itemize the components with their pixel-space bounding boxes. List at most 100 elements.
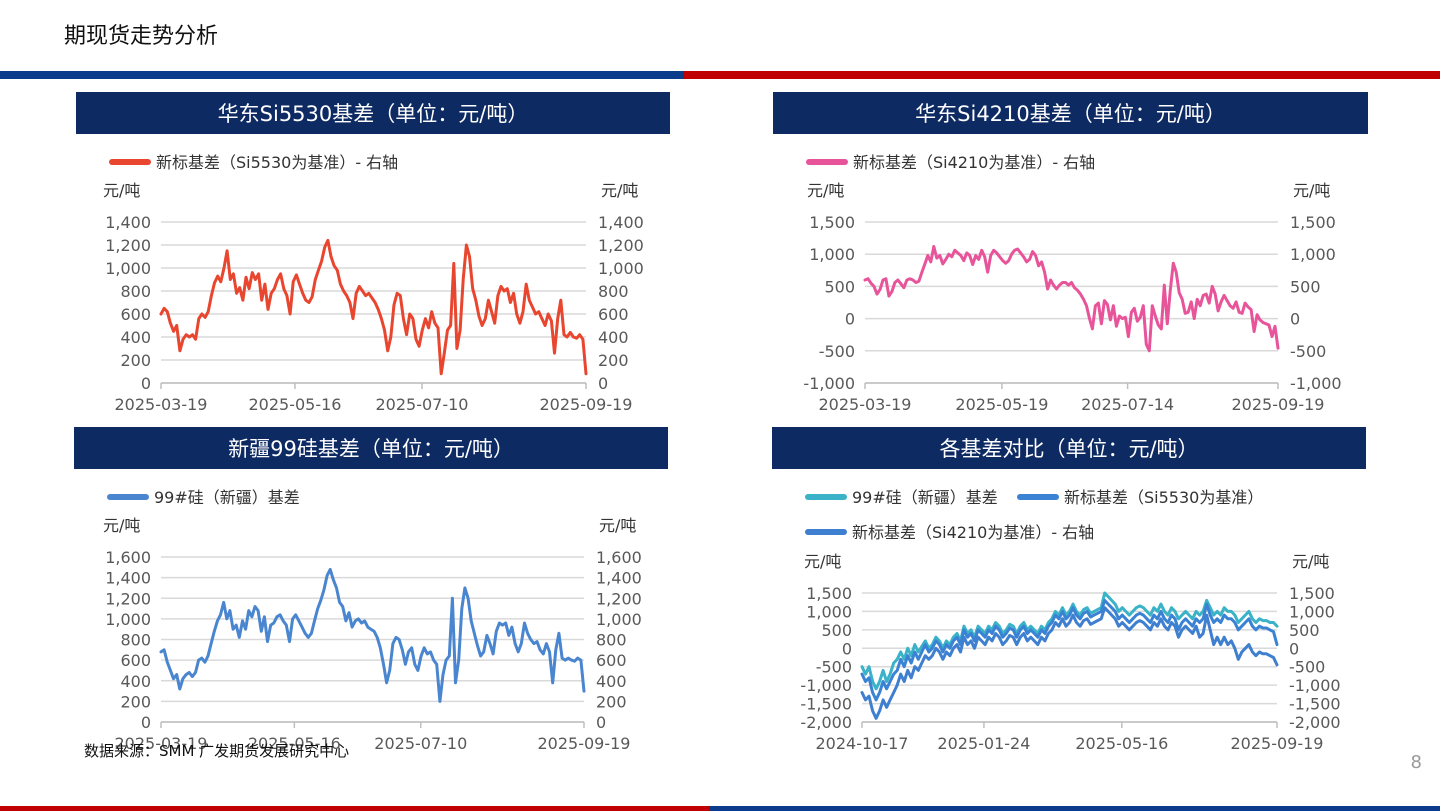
xtick-label-0-3: 2025-09-19 bbox=[540, 395, 633, 414]
ytick-right-2-7: 1,400 bbox=[596, 569, 642, 588]
ytick-left-0-7: 1,400 bbox=[105, 213, 151, 232]
xtick-label-2-3: 2025-09-19 bbox=[538, 734, 631, 753]
ytick-right-3-1: -1,500 bbox=[1289, 695, 1341, 714]
unit-label-left-3: 元/吨 bbox=[804, 552, 841, 571]
xtick-label-1-2: 2025-07-14 bbox=[1081, 395, 1174, 414]
ytick-right-0-3: 600 bbox=[598, 305, 629, 324]
xtick-label-1-3: 2025-09-19 bbox=[1232, 395, 1325, 414]
unit-label-left-2: 元/吨 bbox=[103, 516, 140, 535]
ytick-left-1-2: 0 bbox=[845, 310, 855, 329]
chart-basis-comparison: 99#硅（新疆）基差 新标基差（Si5530为基准） 新标基差（Si4210为基准）… bbox=[800, 488, 1341, 753]
ytick-right-1-2: 0 bbox=[1290, 310, 1300, 329]
legend-label-2-0: 99#硅（新疆）基差 bbox=[154, 488, 300, 507]
ytick-left-2-6: 1,200 bbox=[105, 589, 151, 608]
xtick-label-0-2: 2025-07-10 bbox=[376, 395, 469, 414]
ytick-left-0-0: 0 bbox=[141, 374, 151, 393]
series-line-3-0 bbox=[860, 591, 1279, 691]
ytick-right-2-1: 200 bbox=[596, 692, 627, 711]
bottom-accent-bar-blue bbox=[710, 806, 1440, 811]
ytick-right-1-1: -500 bbox=[1290, 342, 1326, 361]
xtick-label-0-0: 2025-03-19 bbox=[115, 395, 208, 414]
ytick-right-0-4: 800 bbox=[598, 282, 629, 301]
top-accent-bar-red bbox=[684, 71, 1440, 79]
chart-si4210-basis: 新标基差（Si4210为基准）- 右轴元/吨 元/吨 -1,000 -1,000 -50… bbox=[803, 153, 1342, 414]
ytick-right-0-5: 1,000 bbox=[598, 259, 644, 278]
ytick-left-0-3: 600 bbox=[120, 305, 151, 324]
ytick-right-2-6: 1,200 bbox=[596, 589, 642, 608]
legend-label-0-0: 新标基差（Si5530为基准）- 右轴 bbox=[156, 153, 398, 172]
ytick-left-0-2: 400 bbox=[120, 328, 151, 347]
ytick-right-2-5: 1,000 bbox=[596, 610, 642, 629]
unit-label-right-1: 元/吨 bbox=[1293, 181, 1330, 200]
series-line-2-0 bbox=[159, 567, 586, 703]
series-line-1-0 bbox=[863, 245, 1280, 353]
ytick-left-2-5: 1,000 bbox=[105, 610, 151, 629]
bottom-accent-bar-red bbox=[0, 806, 710, 811]
xtick-label-1-1: 2025-05-19 bbox=[955, 395, 1048, 414]
ytick-left-2-2: 400 bbox=[120, 672, 151, 691]
ytick-right-2-0: 0 bbox=[596, 713, 606, 732]
ytick-right-2-2: 400 bbox=[596, 672, 627, 691]
ytick-left-1-3: 500 bbox=[824, 277, 855, 296]
xtick-label-0-1: 2025-05-16 bbox=[248, 395, 341, 414]
ytick-right-0-2: 400 bbox=[598, 328, 629, 347]
ytick-left-3-0: -2,000 bbox=[800, 713, 852, 732]
ytick-left-3-6: 1,000 bbox=[806, 602, 852, 621]
xtick-label-3-1: 2025-01-24 bbox=[937, 734, 1030, 753]
chart-header-compare: 各基差对比（单位：元/吨） bbox=[772, 427, 1366, 469]
chart-header-si4210: 华东Si4210基差（单位：元/吨） bbox=[773, 92, 1368, 134]
ytick-left-3-5: 500 bbox=[821, 621, 852, 640]
ytick-right-0-7: 1,400 bbox=[598, 213, 644, 232]
chart-header-xinjiang99: 新疆99硅基差（单位：元/吨） bbox=[74, 427, 668, 469]
ytick-right-3-4: 0 bbox=[1289, 639, 1299, 658]
top-accent-bar-blue bbox=[0, 71, 684, 79]
ytick-right-3-7: 1,500 bbox=[1289, 584, 1335, 603]
xtick-label-3-2: 2025-05-16 bbox=[1075, 734, 1168, 753]
ytick-right-1-0: -1,000 bbox=[1290, 374, 1342, 393]
chart-si5530-basis: 新标基差（Si5530为基准）- 右轴元/吨 元/吨 0 0 200 200 400 400 6… bbox=[103, 153, 644, 414]
page-number: 8 bbox=[1410, 752, 1422, 773]
unit-label-left-1: 元/吨 bbox=[807, 181, 844, 200]
ytick-right-1-5: 1,500 bbox=[1290, 213, 1336, 232]
legend-label-3-1: 新标基差（Si5530为基准） bbox=[1064, 488, 1263, 507]
ytick-left-1-0: -1,000 bbox=[803, 374, 855, 393]
legend-label-1-0: 新标基差（Si4210为基准）- 右轴 bbox=[853, 153, 1095, 172]
legend-label-3-2: 新标基差（Si4210为基准）- 右轴 bbox=[852, 523, 1094, 542]
series-line-3-2 bbox=[860, 606, 1279, 720]
legend-label-3-0: 99#硅（新疆）基差 bbox=[852, 488, 998, 507]
xtick-label-3-3: 2025-09-19 bbox=[1231, 734, 1324, 753]
unit-label-right-2: 元/吨 bbox=[599, 516, 636, 535]
ytick-left-3-4: 0 bbox=[842, 639, 852, 658]
ytick-right-3-2: -1,000 bbox=[1289, 676, 1341, 695]
ytick-left-3-3: -500 bbox=[816, 658, 852, 677]
ytick-right-2-8: 1,600 bbox=[596, 548, 642, 567]
ytick-right-0-6: 1,200 bbox=[598, 236, 644, 255]
ytick-left-1-4: 1,000 bbox=[809, 245, 855, 264]
xtick-label-2-2: 2025-07-10 bbox=[374, 734, 467, 753]
unit-label-left-0: 元/吨 bbox=[103, 181, 140, 200]
ytick-right-0-1: 200 bbox=[598, 351, 629, 370]
ytick-right-1-3: 500 bbox=[1290, 277, 1321, 296]
ytick-left-3-2: -1,000 bbox=[800, 676, 852, 695]
page-title: 期现货走势分析 bbox=[64, 24, 219, 49]
unit-label-right-3: 元/吨 bbox=[1292, 552, 1329, 571]
ytick-left-2-8: 1,600 bbox=[105, 548, 151, 567]
ytick-left-0-6: 1,200 bbox=[105, 236, 151, 255]
ytick-right-0-0: 0 bbox=[598, 374, 608, 393]
ytick-right-3-5: 500 bbox=[1289, 621, 1320, 640]
ytick-right-1-4: 1,000 bbox=[1290, 245, 1336, 264]
ytick-right-2-3: 600 bbox=[596, 651, 627, 670]
ytick-left-2-1: 200 bbox=[120, 692, 151, 711]
ytick-left-0-4: 800 bbox=[120, 282, 151, 301]
source-note: 数据来源：SMM 广发期货发展研究中心 bbox=[84, 742, 350, 760]
ytick-left-0-1: 200 bbox=[120, 351, 151, 370]
xtick-label-2-1: 2025-05-16 bbox=[248, 734, 341, 753]
series-line-3-1 bbox=[860, 598, 1279, 702]
ytick-right-3-6: 1,000 bbox=[1289, 602, 1335, 621]
ytick-right-2-4: 800 bbox=[596, 631, 627, 650]
ytick-right-3-0: -2,000 bbox=[1289, 713, 1341, 732]
ytick-left-3-1: -1,500 bbox=[800, 695, 852, 714]
ytick-left-2-4: 800 bbox=[120, 631, 151, 650]
ytick-left-2-3: 600 bbox=[120, 651, 151, 670]
